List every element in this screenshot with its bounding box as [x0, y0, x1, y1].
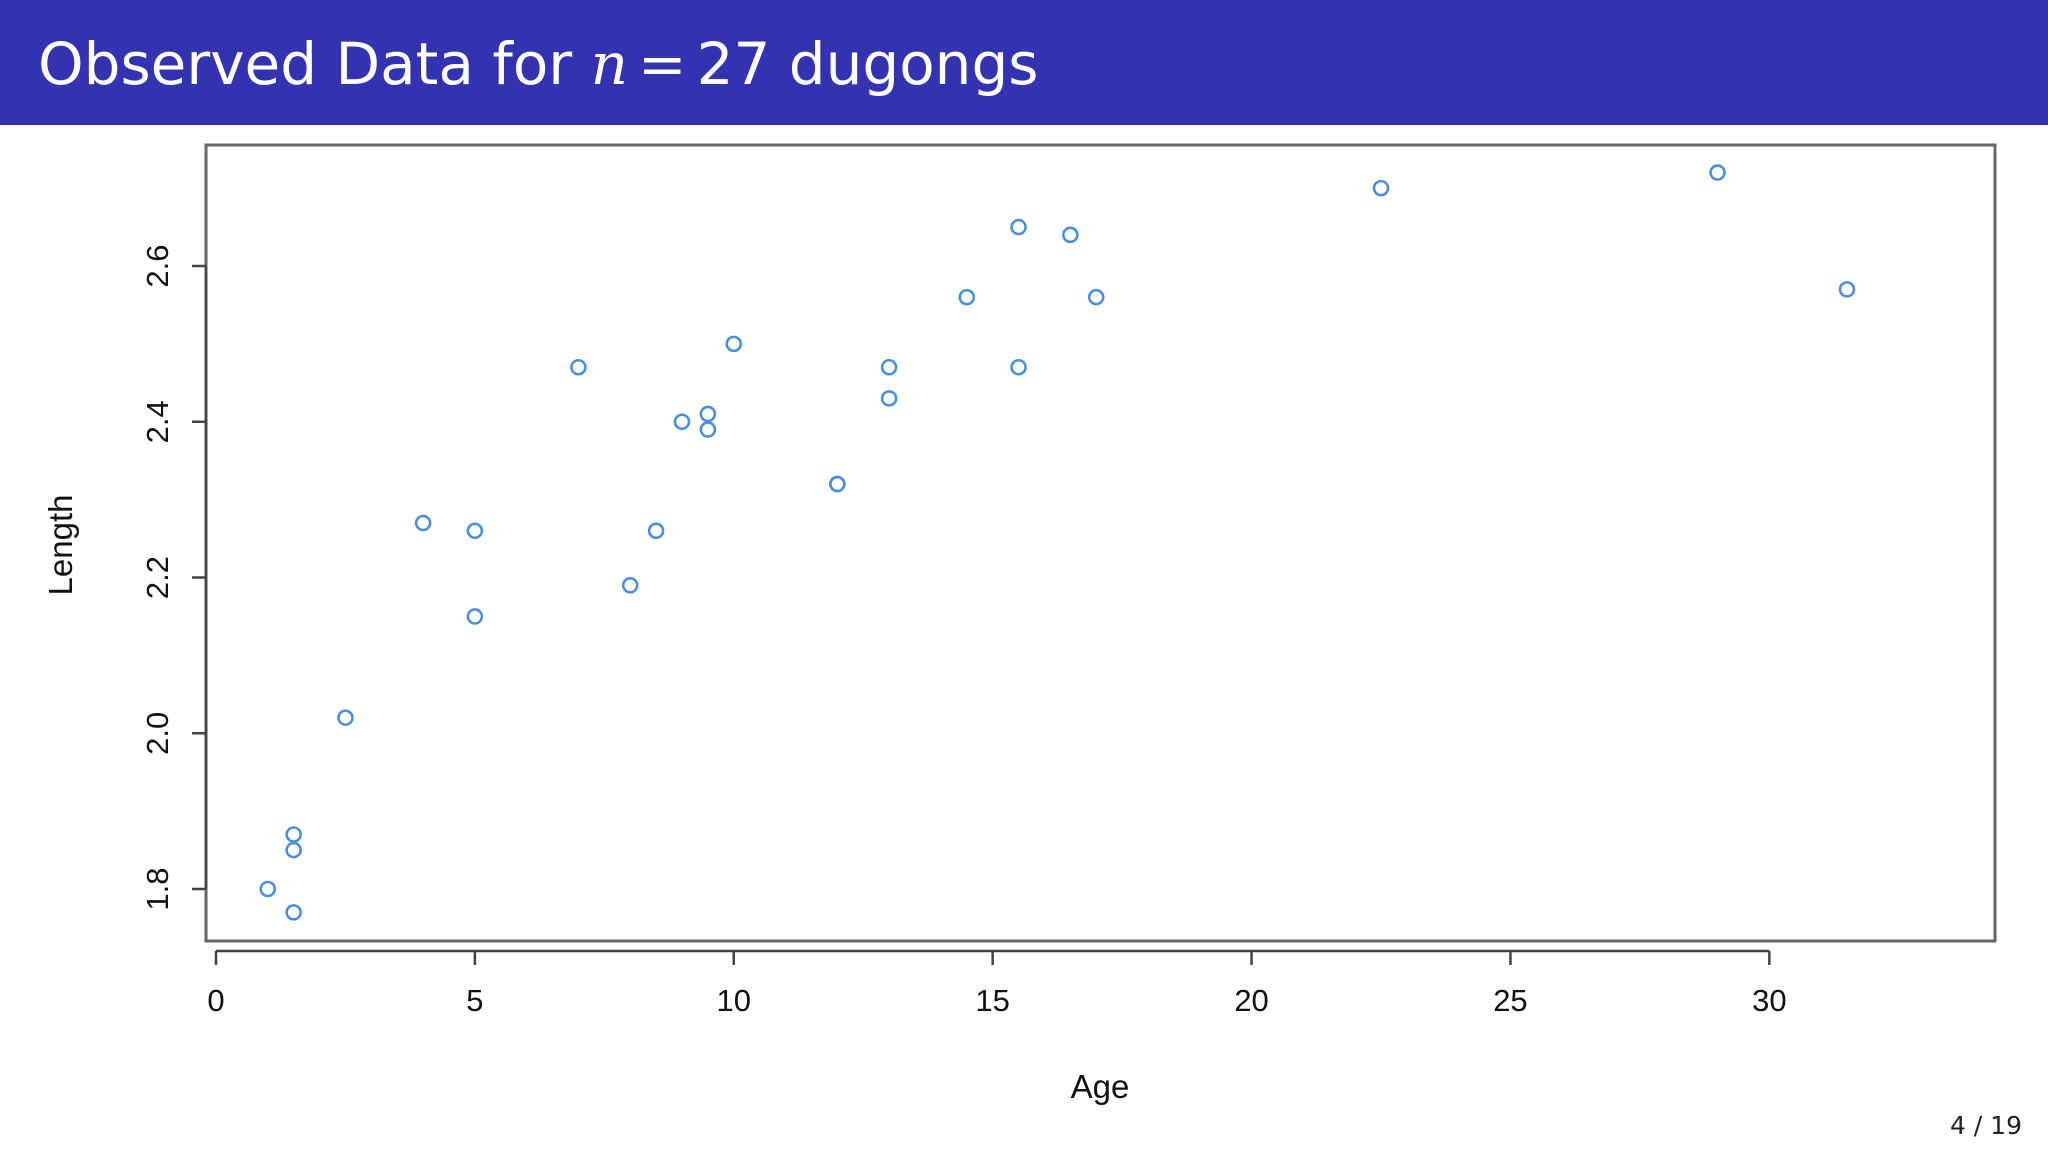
x-tick-label: 0: [207, 983, 224, 1018]
data-point: [621, 576, 639, 594]
data-point: [880, 358, 898, 376]
y-tick-label: 1.8: [140, 867, 175, 910]
data-point: [1087, 288, 1105, 306]
x-tick-label: 25: [1493, 983, 1527, 1018]
data-point: [958, 288, 976, 306]
y-axis: 1.8 2.0 2.2 2.4 2.6: [140, 244, 208, 911]
x-axis-label: Age: [1071, 1068, 1130, 1105]
data-point: [1010, 218, 1027, 236]
data-point: [725, 335, 743, 353]
y-tick-label: 2.0: [140, 712, 175, 755]
data-point: [414, 514, 432, 532]
x-tick-label: 15: [975, 983, 1009, 1018]
data-point: [647, 522, 665, 540]
data-point: [259, 880, 277, 898]
plot-frame: [204, 143, 1997, 943]
data-point: [285, 826, 302, 843]
data-point: [673, 413, 691, 431]
slide-title-bar: Observed Data for n = 27 dugongs: [0, 0, 2048, 125]
title-variable: n: [590, 30, 628, 98]
data-point: [829, 475, 846, 493]
title-prefix: Observed Data for: [38, 30, 573, 98]
y-axis-label: Length: [42, 495, 79, 596]
data-point: [285, 904, 302, 921]
data-point: [1372, 179, 1390, 197]
slide-title: Observed Data for n = 27 dugongs: [38, 32, 1038, 96]
data-point: [880, 390, 898, 407]
data-points: [259, 164, 1856, 921]
data-point: [466, 522, 484, 540]
x-tick-label: 20: [1234, 983, 1268, 1018]
y-tick-label: 2.6: [140, 244, 175, 287]
page-number: 4 / 19: [1949, 1111, 2022, 1140]
x-axis: 0 5 10 15 20 25 30: [207, 949, 1787, 1018]
y-tick-label: 2.2: [140, 556, 175, 599]
data-point: [1062, 226, 1079, 244]
data-point: [337, 709, 354, 726]
data-point: [699, 405, 717, 423]
data-point: [699, 421, 717, 438]
title-suffix: 27 dugongs: [696, 30, 1039, 98]
x-tick-label: 30: [1752, 983, 1786, 1018]
data-point: [570, 358, 587, 376]
y-tick-label: 2.4: [140, 400, 175, 443]
data-point: [1010, 358, 1027, 376]
data-point: [466, 608, 484, 625]
x-tick-label: 10: [717, 983, 751, 1018]
data-point: [1838, 281, 1856, 298]
title-operator: =: [637, 30, 687, 98]
x-tick-label: 5: [466, 983, 483, 1018]
scatter-chart: 0 5 10 15 20 25 30 1.8 2.0 2.2 2.4 2.6 Age Length: [42, 143, 1997, 1105]
data-point: [285, 841, 302, 859]
data-point: [1709, 164, 1726, 181]
